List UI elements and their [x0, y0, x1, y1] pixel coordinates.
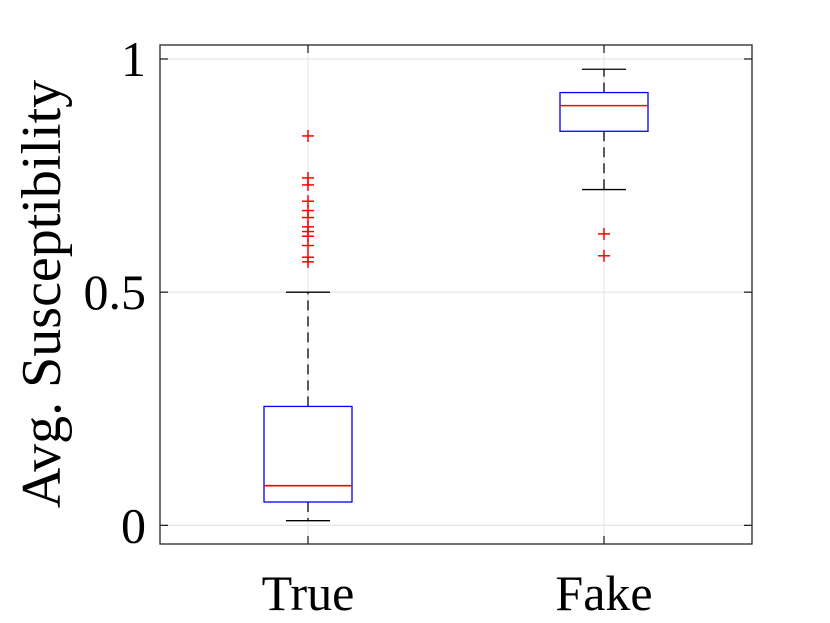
x-tick-label: Fake: [555, 565, 652, 621]
box-fake: [559, 68, 649, 262]
y-tick-label: 1: [121, 31, 146, 87]
y-tick-label: 0: [121, 497, 146, 553]
grid-lines: [160, 45, 752, 544]
axes-frame: [159, 44, 753, 545]
box-plot-series: [263, 68, 649, 522]
outlier-point: [598, 249, 610, 262]
outlier-point: [302, 251, 314, 264]
x-tick-label: True: [262, 565, 355, 621]
outlier-point: [598, 227, 610, 240]
y-tick-label: 0.5: [84, 264, 147, 320]
outlier-point: [302, 195, 314, 208]
plot-frame: [159, 44, 753, 545]
y-axis-title: Avg. Susceptibility: [11, 80, 73, 508]
tick-labels: 0 0.5 1 True Fake: [84, 31, 653, 621]
iqr-box: [263, 405, 353, 503]
outlier-point: [302, 171, 314, 184]
box-true: [263, 129, 353, 522]
iqr-box: [559, 91, 649, 132]
outlier-point: [302, 129, 314, 142]
